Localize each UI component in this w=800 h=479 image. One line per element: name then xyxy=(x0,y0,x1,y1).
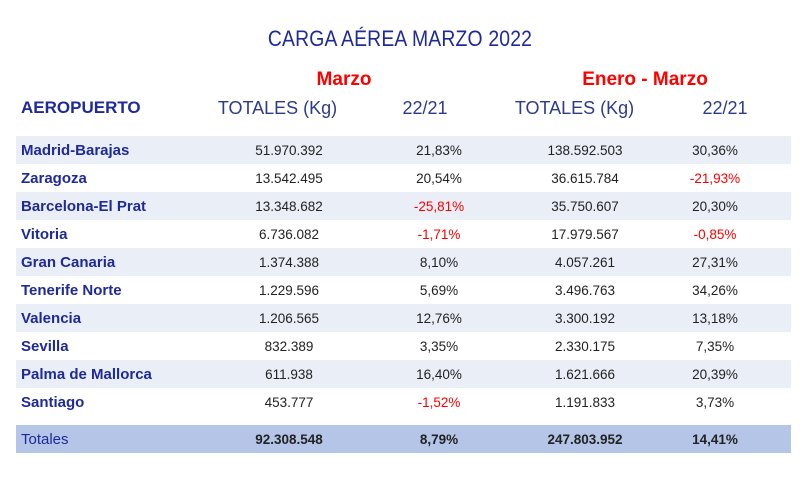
marzo-total-cell: 6.736.082 xyxy=(258,226,320,242)
acum-var-cell: 20,30% xyxy=(692,198,738,214)
airport-name: Sevilla xyxy=(21,337,69,355)
airport-name: Santiago xyxy=(21,393,85,411)
table-row: Palma de Mallorca 611.938 16,40% 1.621.666 2… xyxy=(16,360,791,388)
marzo-total-cell: 1.374.388 xyxy=(258,254,320,270)
group-label-enero-marzo: Enero - Marzo xyxy=(582,69,708,90)
acum-var-cell: 34,26% xyxy=(692,282,738,298)
airport-name: Palma de Mallorca xyxy=(21,365,152,383)
marzo-var-cell: 3,35% xyxy=(419,338,459,354)
acum-var-cell: -21,93% xyxy=(689,170,741,186)
marzo-total-cell: 51.970.392 xyxy=(255,142,323,158)
acum-total-cell: 4.057.261 xyxy=(554,254,616,270)
table-row: Santiago 453.777 -1,52% 1.191.833 3,73% xyxy=(16,388,791,416)
table-row: Madrid-Barajas 51.970.392 21,83% 138.592.50… xyxy=(16,136,791,164)
marzo-var-cell: 21,83% xyxy=(416,142,462,158)
totals-marzo-var: 8,79% xyxy=(419,431,459,447)
acum-total-cell: 3.300.192 xyxy=(554,310,616,326)
acum-var-cell: 30,36% xyxy=(692,142,738,158)
table-row: Valencia 1.206.565 12,76% 3.300.192 13,18% xyxy=(16,304,791,332)
airport-name: Zaragoza xyxy=(21,169,87,187)
marzo-total-cell: 13.348.682 xyxy=(255,198,323,214)
acum-var-cell: 13,18% xyxy=(692,310,738,326)
marzo-total-cell: 453.777 xyxy=(264,394,314,410)
data-table: Madrid-Barajas 51.970.392 21,83% 138.592.50… xyxy=(16,136,791,416)
marzo-var-cell: 16,40% xyxy=(416,366,462,382)
column-header-totales-marzo: TOTALES (Kg) xyxy=(217,98,338,118)
marzo-var-cell: 20,54% xyxy=(416,170,462,186)
airport-name: Valencia xyxy=(21,309,82,327)
airport-name: Vitoria xyxy=(21,225,68,243)
acum-var-cell: 27,31% xyxy=(692,254,738,270)
acum-var-cell: 7,35% xyxy=(695,338,735,354)
airport-name: Barcelona-El Prat xyxy=(21,197,147,215)
acum-total-cell: 2.330.175 xyxy=(554,338,616,354)
marzo-var-cell: 8,10% xyxy=(419,254,459,270)
page-title: CARGA AÉREA MARZO 2022 xyxy=(267,26,533,51)
totals-acum-total: 247.803.952 xyxy=(547,431,623,447)
column-header-aeropuerto: AEROPUERTO xyxy=(21,98,141,117)
acum-total-cell: 3.496.763 xyxy=(554,282,616,298)
acum-var-cell: -0,85% xyxy=(693,226,737,242)
marzo-var-cell: -1,71% xyxy=(417,226,461,242)
acum-total-cell: 1.621.666 xyxy=(554,366,616,382)
totals-row: Totales 92.308.548 8,79% 247.803.952 14,… xyxy=(16,425,791,453)
table-row: Tenerife Norte 1.229.596 5,69% 3.496.763 34,… xyxy=(16,276,791,304)
marzo-total-cell: 1.229.596 xyxy=(258,282,320,298)
marzo-var-cell: -25,81% xyxy=(413,198,465,214)
table-row: Barcelona-El Prat 13.348.682 -25,81% 35.750… xyxy=(16,192,791,220)
table-row: Sevilla 832.389 3,35% 2.330.175 7,35% xyxy=(16,332,791,360)
marzo-var-cell: 5,69% xyxy=(419,282,459,298)
marzo-var-cell: 12,76% xyxy=(416,310,462,326)
table-row: Zaragoza 13.542.495 20,54% 36.615.784 -21,93… xyxy=(16,164,791,192)
acum-total-cell: 17.979.567 xyxy=(551,226,619,242)
marzo-total-cell: 832.389 xyxy=(264,338,314,354)
totals-label: Totales xyxy=(21,430,69,448)
marzo-total-cell: 13.542.495 xyxy=(255,170,323,186)
table-row: Vitoria 6.736.082 -1,71% 17.979.567 -0,85% xyxy=(16,220,791,248)
marzo-total-cell: 1.206.565 xyxy=(258,310,320,326)
table-row: Gran Canaria 1.374.388 8,10% 4.057.261 27,31… xyxy=(16,248,791,276)
column-header-totales-acumulado: TOTALES (Kg) xyxy=(514,98,635,118)
airport-name: Tenerife Norte xyxy=(21,281,122,299)
group-label-marzo: Marzo xyxy=(316,69,372,90)
marzo-var-cell: -1,52% xyxy=(417,394,461,410)
column-header-var-acumulado: 22/21 xyxy=(702,98,748,118)
marzo-total-cell: 611.938 xyxy=(265,366,313,382)
acum-total-cell: 36.615.784 xyxy=(551,170,619,186)
airport-name: Gran Canaria xyxy=(21,253,116,271)
acum-var-cell: 3,73% xyxy=(695,394,735,410)
acum-total-cell: 1.191.833 xyxy=(554,394,616,410)
totals-marzo-total: 92.308.548 xyxy=(255,431,323,447)
acum-total-cell: 35.750.607 xyxy=(551,198,619,214)
acum-var-cell: 20,39% xyxy=(692,366,738,382)
totals-acum-var: 14,41% xyxy=(692,431,738,447)
airport-name: Madrid-Barajas xyxy=(21,141,130,159)
column-header-var-marzo: 22/21 xyxy=(402,98,448,118)
acum-total-cell: 138.592.503 xyxy=(547,142,623,158)
